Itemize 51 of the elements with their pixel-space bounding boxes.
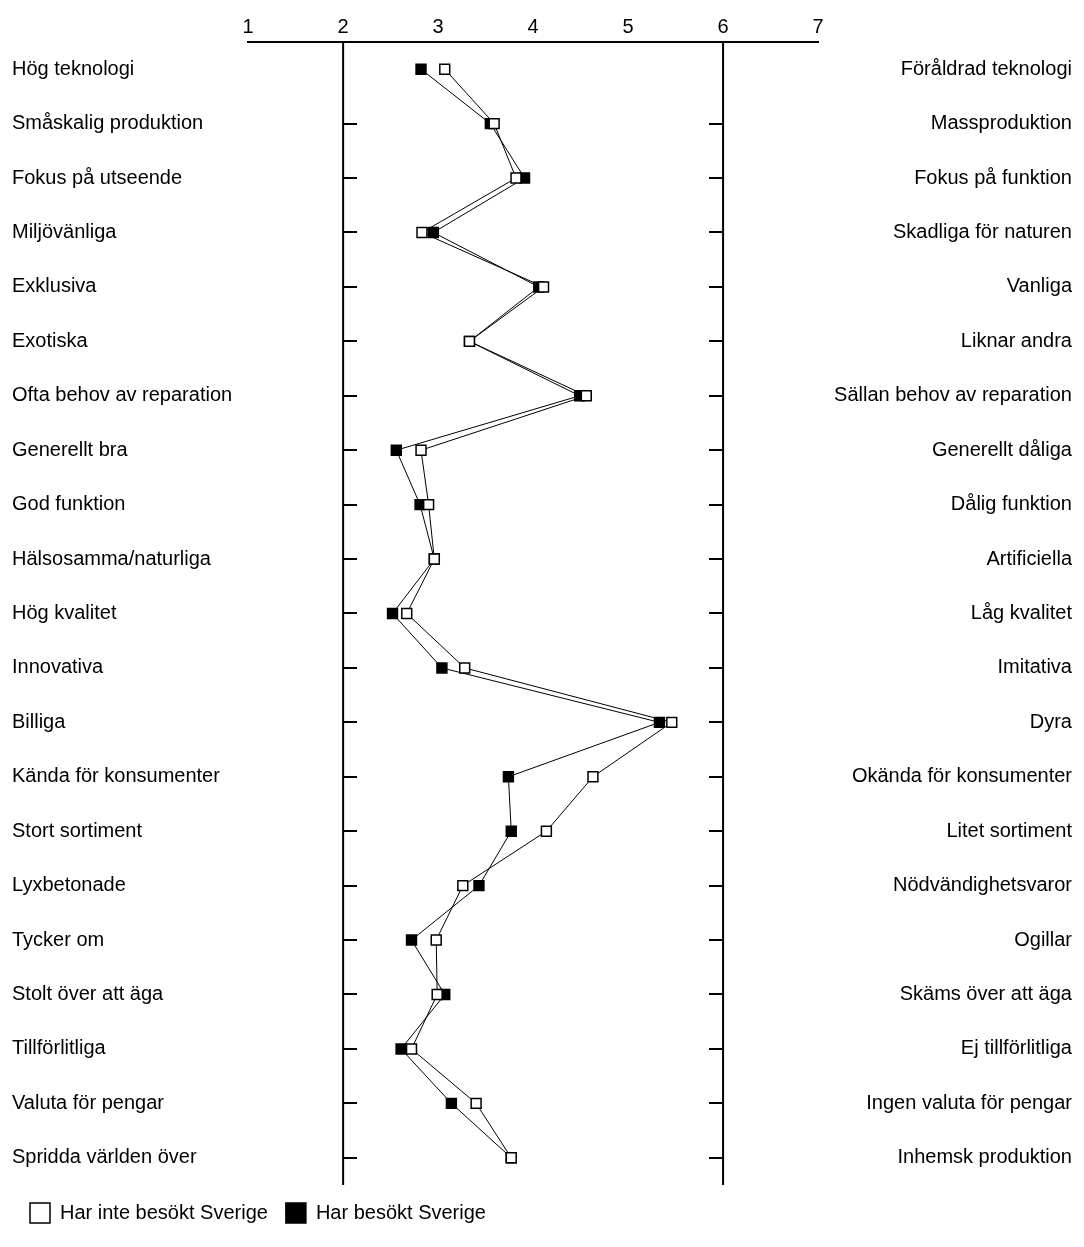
- y-tick-label: Småskalig produktion: [12, 111, 204, 134]
- y2-tick-label: Dålig funktion: [950, 492, 1072, 515]
- x-tick-label: 7: [812, 14, 824, 37]
- y-tick-label: Hög teknologi: [12, 56, 135, 79]
- y2-tick-label: Imitativa: [997, 655, 1073, 678]
- x-tick-label: 1: [242, 14, 254, 37]
- y-tick-label: Exklusiva: [12, 274, 98, 297]
- x-tick-label: 4: [527, 14, 539, 37]
- y-tick-label: Stolt över att äga: [12, 982, 165, 1005]
- y-tick-label: Tycker om: [12, 927, 105, 950]
- x-tick-label: 6: [717, 14, 729, 37]
- x-tick-label: 3: [432, 14, 444, 37]
- y-tick-label: Tillförlitliga: [12, 1036, 107, 1059]
- y2-tick-label: Litet sortiment: [946, 818, 1073, 841]
- y-tick-label: Billiga: [12, 709, 67, 732]
- legend-label: Har inte besökt Sverige: [60, 1200, 268, 1223]
- legend-label: Har besökt Sverige: [315, 1200, 486, 1223]
- y-tick-label: Ofta behov av reparation: [12, 383, 233, 406]
- y2-tick-label: Massproduktion: [930, 111, 1072, 134]
- x-tick-label: 5: [622, 14, 634, 37]
- y-tick-label: Hälsosamma/naturliga: [12, 546, 212, 569]
- y2-tick-label: Ogillar: [1014, 927, 1073, 950]
- y2-tick-label: Okända för konsumenter: [851, 764, 1073, 787]
- y2-tick-label: Ej tillförlitliga: [960, 1036, 1073, 1059]
- y2-tick-label: Inhemsk produktion: [897, 1145, 1072, 1168]
- x-tick-label: 2: [337, 14, 349, 37]
- y2-tick-label: Fokus på funktion: [914, 165, 1072, 188]
- y2-tick-label: Artificiella: [986, 546, 1073, 569]
- y2-tick-label: Föråldrad teknologi: [900, 56, 1072, 79]
- y-tick-label: God funktion: [12, 492, 126, 515]
- y2-tick-label: Låg kvalitet: [970, 601, 1073, 624]
- y2-tick-label: Nödvändighetsvaror: [893, 873, 1073, 896]
- y-tick-label: Miljövänliga: [12, 220, 118, 243]
- y2-tick-label: Sällan behov av reparation: [834, 383, 1072, 406]
- y-tick-label: Spridda världen över: [12, 1145, 197, 1168]
- y2-tick-label: Skäms över att äga: [899, 982, 1073, 1005]
- y-tick-label: Hög kvalitet: [12, 601, 117, 624]
- y2-tick-label: Vanliga: [1006, 274, 1073, 297]
- y-tick-label: Fokus på utseende: [12, 165, 183, 188]
- y2-tick-label: Skadliga för naturen: [892, 220, 1072, 243]
- y-tick-label: Exotiska: [12, 328, 89, 351]
- y-tick-label: Stort sortiment: [12, 818, 143, 841]
- y-tick-label: Valuta för pengar: [12, 1090, 165, 1113]
- y-tick-label: Lyxbetonade: [12, 873, 126, 896]
- y-tick-label: Generellt bra: [12, 437, 129, 460]
- y2-tick-label: Ingen valuta för pengar: [866, 1090, 1073, 1113]
- y-tick-label: Kända för konsumenter: [12, 764, 221, 787]
- y-tick-label: Innovativa: [12, 655, 105, 678]
- y2-tick-label: Dyra: [1029, 709, 1073, 732]
- y2-tick-label: Generellt dåliga: [931, 437, 1073, 460]
- y2-tick-label: Liknar andra: [960, 328, 1073, 351]
